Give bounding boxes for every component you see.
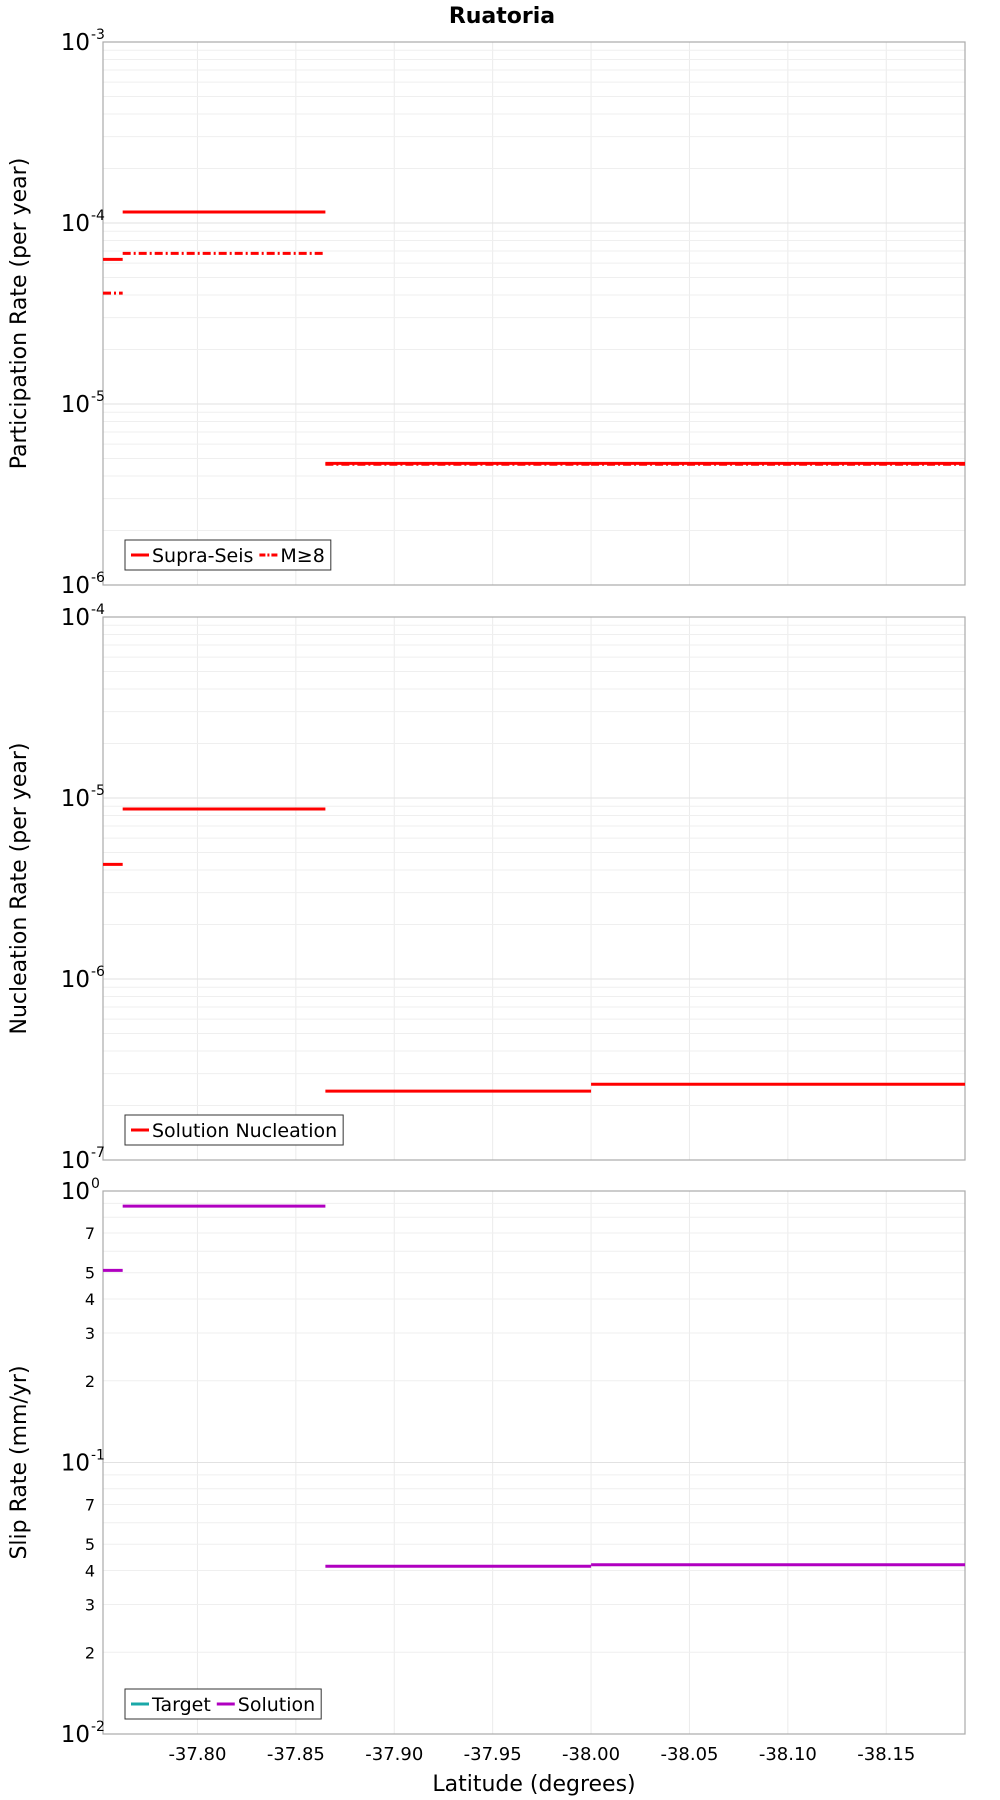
x-tick-label: -37.80 [168,1744,226,1765]
legend-box [124,1114,344,1146]
y-minor-tick-label: 3 [85,1595,95,1614]
y-tick-label: 10 -6 [61,964,105,993]
y-axis-label: Participation Rate (per year) [7,158,32,470]
x-tick-label: -37.90 [365,1744,423,1765]
legend-box [124,539,332,571]
y-minor-tick-label: 2 [85,1643,95,1662]
y-tick-exponent: -4 [91,208,105,224]
y-tick-exponent: -3 [91,27,105,43]
y-minor-tick-label: 5 [85,1264,95,1283]
y-minor-tick-label: 2 [85,1372,95,1391]
legend-box [124,1688,322,1720]
y-tick-base: 10 [61,786,90,812]
series-solution-nucleation [103,807,965,1093]
y-tick-label: 10 -3 [61,27,105,56]
y-tick-base: 10 [61,573,90,599]
figure-title: Ruatoria [449,4,555,29]
y-axis-label: Slip Rate (mm/yr) [7,1365,32,1559]
y-tick-exponent: -6 [91,964,105,980]
y-tick-exponent: -5 [91,389,105,405]
y-tick-base: 10 [61,605,90,631]
y-tick-exponent: -7 [91,1145,105,1161]
y-tick-exponent: -1 [91,1448,105,1464]
y-tick-base: 10 [61,1148,90,1174]
y-minor-tick-label: 7 [85,1224,95,1243]
plot-frame [102,41,966,586]
y-minor-tick-label: 5 [85,1535,95,1554]
y-axis-label: Nucleation Rate (per year) [7,743,32,1035]
legend-item: Solution [216,1694,315,1716]
y-minor-tick-label: 3 [85,1324,95,1343]
y-tick-exponent: -4 [91,602,105,618]
y-tick-base: 10 [61,967,90,993]
legend: Solution Nucleation [124,1114,344,1146]
legend-label: Supra-Seis [152,545,253,567]
plot-frame [102,1190,966,1735]
x-axis-label: Latitude (degrees) [432,1772,635,1797]
x-tick-label: -38.15 [857,1744,915,1765]
y-tick-exponent: -5 [91,783,105,799]
legend-label: Solution [238,1694,315,1716]
legend-label: Solution Nucleation [152,1120,337,1142]
legend: Supra-Seis M≥8 [124,539,332,571]
y-tick-base: 10 [61,1722,90,1748]
y-tick-label: 10 -5 [61,389,105,418]
x-tick-label: -37.85 [267,1744,325,1765]
y-tick-base: 10 [61,1179,90,1205]
y-tick-label: 10 -7 [61,1145,105,1174]
legend-item: Solution Nucleation [131,1120,337,1142]
x-tick-label: -38.00 [562,1744,620,1765]
x-tick-label: -38.05 [660,1744,718,1765]
y-tick-label: 10 -4 [61,602,105,631]
legend-label: M≥8 [280,545,324,567]
y-tick-exponent: 0 [91,1176,100,1192]
y-minor-tick-label: 4 [85,1290,95,1309]
legend: Target Solution [124,1688,322,1720]
y-tick-label: 10 -5 [61,783,105,812]
x-axis: -37.80 -37.85 -37.90 -37.95 -38.00 -38.05 -38.… [168,1744,915,1765]
y-tick-exponent: -2 [91,1719,105,1735]
plot-frame [102,616,966,1161]
series-supra-seis [103,210,965,465]
series-solution [103,1204,965,1568]
y-tick-exponent: -6 [91,570,105,586]
y-tick-label: 10 -2 [61,1719,105,1748]
y-tick-label: 10 -6 [61,570,105,599]
legend-item: Target [131,1694,211,1716]
y-tick-label: 10 -4 [61,208,105,237]
y-tick-base: 10 [61,30,90,56]
y-tick-base: 10 [61,392,90,418]
y-tick-label: 10 0 [61,1176,100,1205]
legend-label: Target [151,1694,211,1716]
legend-item: M≥8 [259,545,325,567]
y-minor-tick-label: 4 [85,1562,95,1581]
x-tick-label: -38.10 [759,1744,817,1765]
y-tick-label: 10 -1 [61,1448,105,1477]
y-tick-base: 10 [61,211,90,237]
x-tick-label: -37.95 [464,1744,522,1765]
legend-item: Supra-Seis [131,545,253,567]
series-m-8 [103,251,965,466]
y-minor-tick-label: 7 [85,1496,95,1515]
y-tick-base: 10 [61,1451,90,1477]
